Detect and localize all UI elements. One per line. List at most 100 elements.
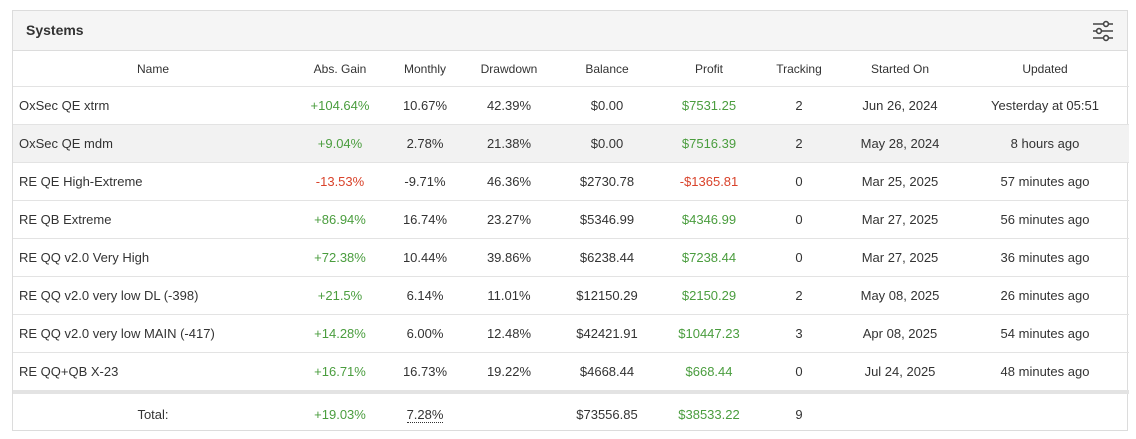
drawdown: 42.39% — [463, 86, 555, 125]
system-name[interactable]: RE QB Extreme — [13, 200, 293, 239]
table-row[interactable]: RE QE High-Extreme -13.53% -9.71% 46.36% $27… — [13, 162, 1129, 201]
profit: $4346.99 — [659, 200, 759, 239]
profit: $7531.25 — [659, 86, 759, 125]
table-row[interactable]: OxSec QE mdm +9.04% 2.78% 21.38% $0.00 $7516.… — [13, 124, 1129, 163]
drawdown: 23.27% — [463, 200, 555, 239]
total-drawdown — [463, 394, 555, 434]
systems-panel: Systems Name Abs. Gain Monthly Drawdown — [12, 10, 1129, 434]
abs-gain: +72.38% — [293, 238, 387, 277]
sliders-icon[interactable] — [1091, 19, 1115, 43]
started-on: Jun 26, 2024 — [839, 86, 961, 125]
column-header-profit[interactable]: Profit — [659, 51, 759, 87]
table-row[interactable]: RE QQ v2.0 very low MAIN (-417) +14.28% 6.… — [13, 314, 1129, 353]
column-header-balance[interactable]: Balance — [555, 51, 659, 87]
system-name[interactable]: RE QE High-Extreme — [13, 162, 293, 201]
started-on: May 08, 2025 — [839, 276, 961, 315]
column-header-abs-gain[interactable]: Abs. Gain — [293, 51, 387, 87]
total-abs-gain: +19.03% — [314, 406, 366, 422]
monthly: -9.71% — [387, 162, 463, 201]
total-separator — [13, 390, 1129, 394]
system-name[interactable]: RE QQ+QB X-23 — [13, 352, 293, 391]
table-header-row: Name Abs. Gain Monthly Drawdown Balance … — [13, 51, 1129, 87]
updated: 26 minutes ago — [961, 276, 1129, 315]
balance: $2730.78 — [555, 162, 659, 201]
table-row[interactable]: RE QQ+QB X-23 +16.71% 16.73% 19.22% $4668.44… — [13, 352, 1129, 391]
column-header-monthly[interactable]: Monthly — [387, 51, 463, 87]
updated: Yesterday at 05:51 — [961, 86, 1129, 125]
systems-table: Name Abs. Gain Monthly Drawdown Balance … — [13, 51, 1129, 434]
started-on: Mar 27, 2025 — [839, 238, 961, 277]
abs-gain: +9.04% — [293, 124, 387, 163]
balance: $0.00 — [555, 124, 659, 163]
tracking: 0 — [759, 200, 839, 239]
tracking: 0 — [759, 162, 839, 201]
started-on: Jul 24, 2025 — [839, 352, 961, 391]
updated: 8 hours ago — [961, 124, 1129, 163]
abs-gain: +16.71% — [293, 352, 387, 391]
monthly: 16.73% — [387, 352, 463, 391]
total-tracking: 9 — [795, 406, 803, 422]
balance: $6238.44 — [555, 238, 659, 277]
profit: $10447.23 — [659, 314, 759, 353]
tracking: 2 — [759, 124, 839, 163]
drawdown: 12.48% — [463, 314, 555, 353]
updated: 56 minutes ago — [961, 200, 1129, 239]
monthly: 16.74% — [387, 200, 463, 239]
table-row[interactable]: RE QB Extreme +86.94% 16.74% 23.27% $5346.99… — [13, 200, 1129, 239]
total-profit: $38533.22 — [678, 406, 740, 422]
table-row[interactable]: RE QQ v2.0 Very High +72.38% 10.44% 39.86% $… — [13, 238, 1129, 277]
table-row[interactable]: OxSec QE xtrm +104.64% 10.67% 42.39% $0.00 $7… — [13, 86, 1129, 125]
drawdown: 21.38% — [463, 124, 555, 163]
tracking: 0 — [759, 238, 839, 277]
total-balance: $73556.85 — [576, 406, 638, 422]
total-monthly[interactable]: 7.28% — [406, 406, 444, 423]
panel-header: Systems — [13, 11, 1127, 51]
total-updated — [961, 394, 1129, 434]
balance: $42421.91 — [555, 314, 659, 353]
abs-gain: +104.64% — [293, 86, 387, 125]
system-name[interactable]: OxSec QE xtrm — [13, 86, 293, 125]
total-label: Total: — [137, 406, 169, 422]
started-on: May 28, 2024 — [839, 124, 961, 163]
updated: 57 minutes ago — [961, 162, 1129, 201]
monthly: 10.67% — [387, 86, 463, 125]
system-name[interactable]: RE QQ v2.0 very low DL (-398) — [13, 276, 293, 315]
system-name[interactable]: OxSec QE mdm — [13, 124, 293, 163]
total-started-on — [839, 394, 961, 434]
panel-title: Systems — [26, 22, 84, 38]
total-monthly-cell: 7.28% — [387, 394, 463, 434]
abs-gain: -13.53% — [293, 162, 387, 201]
started-on: Mar 27, 2025 — [839, 200, 961, 239]
abs-gain: +86.94% — [293, 200, 387, 239]
drawdown: 11.01% — [463, 276, 555, 315]
monthly: 6.14% — [387, 276, 463, 315]
drawdown: 39.86% — [463, 238, 555, 277]
profit: $7238.44 — [659, 238, 759, 277]
system-name[interactable]: RE QQ v2.0 very low MAIN (-417) — [13, 314, 293, 353]
system-name[interactable]: RE QQ v2.0 Very High — [13, 238, 293, 277]
column-header-name[interactable]: Name — [13, 51, 293, 87]
balance: $0.00 — [555, 86, 659, 125]
updated: 54 minutes ago — [961, 314, 1129, 353]
profit: $7516.39 — [659, 124, 759, 163]
total-row: Total: +19.03% 7.28% $73556.85 $38533.22… — [13, 394, 1129, 434]
column-header-started-on[interactable]: Started On — [839, 51, 961, 87]
column-header-tracking[interactable]: Tracking — [759, 51, 839, 87]
balance: $5346.99 — [555, 200, 659, 239]
drawdown: 46.36% — [463, 162, 555, 201]
started-on: Apr 08, 2025 — [839, 314, 961, 353]
abs-gain: +21.5% — [293, 276, 387, 315]
profit: -$1365.81 — [659, 162, 759, 201]
monthly: 2.78% — [387, 124, 463, 163]
table-row[interactable]: RE QQ v2.0 very low DL (-398) +21.5% 6.14%… — [13, 276, 1129, 315]
column-header-drawdown[interactable]: Drawdown — [463, 51, 555, 87]
profit: $668.44 — [659, 352, 759, 391]
profit: $2150.29 — [659, 276, 759, 315]
monthly: 10.44% — [387, 238, 463, 277]
tracking: 0 — [759, 352, 839, 391]
monthly: 6.00% — [387, 314, 463, 353]
column-header-updated[interactable]: Updated — [961, 51, 1129, 87]
tracking: 3 — [759, 314, 839, 353]
started-on: Mar 25, 2025 — [839, 162, 961, 201]
abs-gain: +14.28% — [293, 314, 387, 353]
